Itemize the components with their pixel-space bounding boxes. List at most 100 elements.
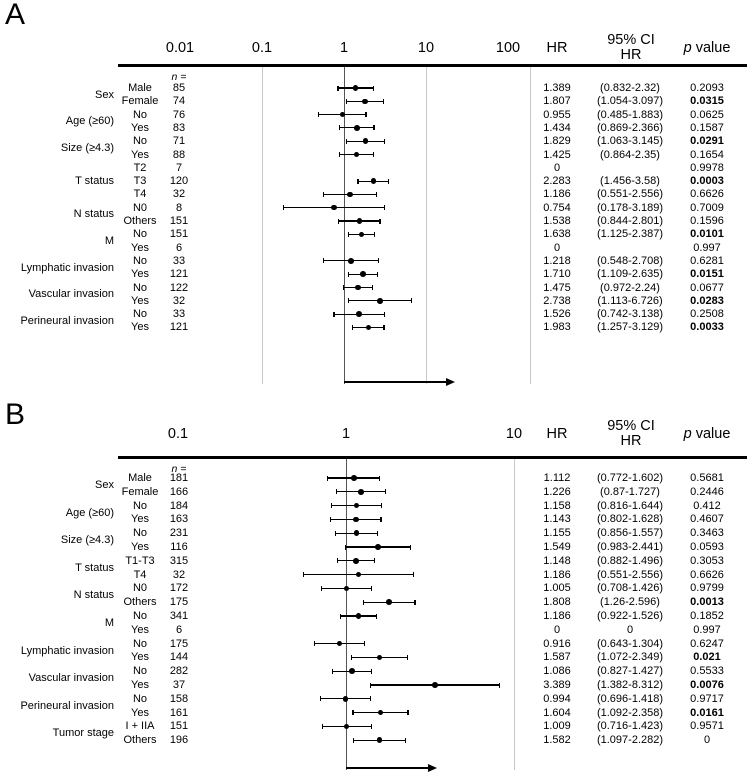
hr-value: 1.158 [543,499,571,512]
subgroup-label: I + IIA [125,720,155,733]
ci-cap-right [371,285,373,290]
hr-marker [362,98,368,105]
n-value: 32 [172,188,186,201]
p-value: 0.6281 [690,254,724,267]
n-value: 181 [169,472,189,484]
subgroup-label: T2 [133,161,147,174]
ci-value: (0.551-2.556) [596,188,664,201]
n-value: 196 [169,734,189,747]
hr-value: 1.604 [543,706,571,719]
group-label: N status [73,589,114,602]
n-value: 121 [169,321,189,334]
forest-panel-b: B HR 95% CI HR p value n = 0.1 1 10 Male 181… [0,400,753,779]
ci-cap-right [379,218,381,224]
ci-cap-left [336,558,339,564]
axis-tick-label: 100 [495,40,521,56]
group-label: Perineural invasion [20,699,114,712]
hr-value: 1.005 [543,582,571,595]
ci-value: (0.864-2.35) [600,148,660,161]
p-value: 0.6626 [690,568,724,581]
n-value: 158 [169,692,189,705]
ci-value: (0.882-1.496) [596,554,664,567]
hr-value: 0.754 [543,201,571,214]
ci-cap-left [332,668,334,674]
ci-cap-left [344,544,346,550]
subgroup-label: Others [123,215,157,227]
axis-tick-label: 1 [339,40,349,56]
plot-right-border [530,67,531,384]
ci-cap-right [364,641,366,647]
subgroup-label: Yes [131,651,149,664]
subgroup-label: No [132,499,148,512]
hr-marker [353,530,360,536]
n-column-header: n = [171,463,187,475]
subgroup-label: Yes [131,321,149,334]
n-value: 85 [172,82,186,94]
hr-marker [349,668,355,674]
n-value: 315 [169,554,189,567]
n-value: 74 [172,95,186,108]
hr-value: 1.389 [543,82,571,94]
p-value: 0.1596 [690,215,724,227]
ci-value: (1.092-2.358) [596,706,664,719]
group-label: Size (≥4.3) [60,141,114,154]
ci-value: (0.844-2.801) [596,215,664,227]
ci-cap-left [322,191,324,197]
hr-marker [353,151,360,158]
hr-marker [376,737,383,743]
ci-value: (0.548-2.708) [596,254,664,267]
subgroup-label: No [132,281,148,294]
group-label: Age (≥60) [65,115,114,128]
p-value: 0.3463 [690,527,724,540]
p-value: 0.9717 [690,692,724,705]
ci-value: (0.178-3.189) [596,201,664,214]
p-value: 0.1654 [690,148,724,161]
p-value: 0.412 [693,499,721,512]
ci-cap-left [346,138,348,144]
ci-value: (1.097-2.282) [596,734,664,747]
n-value: 282 [169,665,189,678]
ci-cap-right [383,324,385,330]
axis-tick-label: 10 [505,426,523,442]
n-value: 33 [172,308,186,321]
ci-value: (1.125-2.387) [596,228,664,241]
p-value: 0.6626 [690,188,724,201]
hr-value: 2.738 [543,294,571,307]
axis-tick-label: 10 [417,40,435,56]
ci-value: (1.063-3.145) [596,135,664,148]
panel-b-label: B [5,398,26,431]
ci-value: (0.87-1.727) [600,485,660,498]
group-label: T status [75,175,114,188]
hr-value: 1.186 [543,568,571,581]
ci-value: (1.26-2.596) [600,596,660,609]
hr-marker [365,324,372,331]
subgroup-label: Yes [131,148,149,161]
hr-marker [343,723,350,730]
ci-cap-left [345,98,348,104]
axis-tick-label: 0.01 [165,40,195,56]
ci-header-line2: HR [620,47,642,63]
ci-value: (1.109-2.635) [596,268,664,281]
hr-value: 1.226 [543,485,571,498]
ci-cap-right [378,258,380,264]
hr-marker [356,218,363,224]
hr-value: 1.186 [543,610,571,622]
subgroup-label: No [132,254,148,267]
ci-cap-right [377,530,379,536]
ci-cap-left [337,218,340,224]
n-value: 175 [169,596,189,609]
hr-value: 0 [553,161,561,174]
ci-cap-right [370,723,372,729]
ci-value: (0.922-1.526) [596,610,664,622]
group-label: Vascular invasion [28,288,114,301]
ci-value: (0.696-1.418) [596,692,664,705]
p-value: 0.0677 [690,281,724,294]
p-value: 0.997 [693,241,721,254]
ci-cap-right [381,503,383,509]
hr-marker [354,125,360,131]
ci-cap-right [404,737,407,743]
ci-cap-left [347,298,349,304]
ci-cap-right [388,178,390,184]
n-value: 88 [172,148,186,161]
hr-column-header: HR [546,426,568,442]
